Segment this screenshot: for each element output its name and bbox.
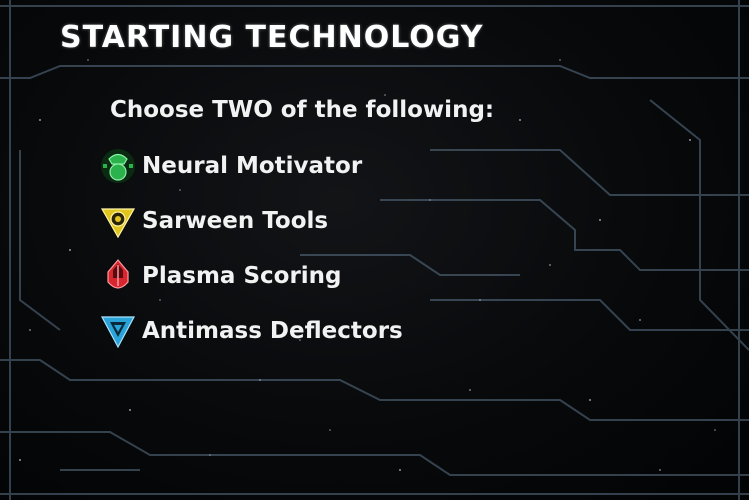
blue-propulsion-icon <box>98 311 138 351</box>
technology-list: Neural Motivator Sarween Tools Plasm <box>98 146 403 366</box>
technology-label: Sarween Tools <box>142 208 329 234</box>
technology-label: Antimass Deflectors <box>142 318 403 344</box>
technology-option-antimass-deflectors[interactable]: Antimass Deflectors <box>98 311 403 351</box>
red-warfare-icon <box>98 256 138 296</box>
technology-option-neural-motivator[interactable]: Neural Motivator <box>98 146 403 186</box>
technology-label: Plasma Scoring <box>142 263 342 289</box>
green-biotic-icon <box>98 146 138 186</box>
technology-label: Neural Motivator <box>142 153 363 179</box>
card-title: STARTING TECHNOLOGY <box>60 20 484 55</box>
technology-option-sarween-tools[interactable]: Sarween Tools <box>98 201 403 241</box>
technology-option-plasma-scoring[interactable]: Plasma Scoring <box>98 256 403 296</box>
instruction-text: Choose TWO of the following: <box>110 97 495 123</box>
yellow-cybernetic-icon <box>98 201 138 241</box>
